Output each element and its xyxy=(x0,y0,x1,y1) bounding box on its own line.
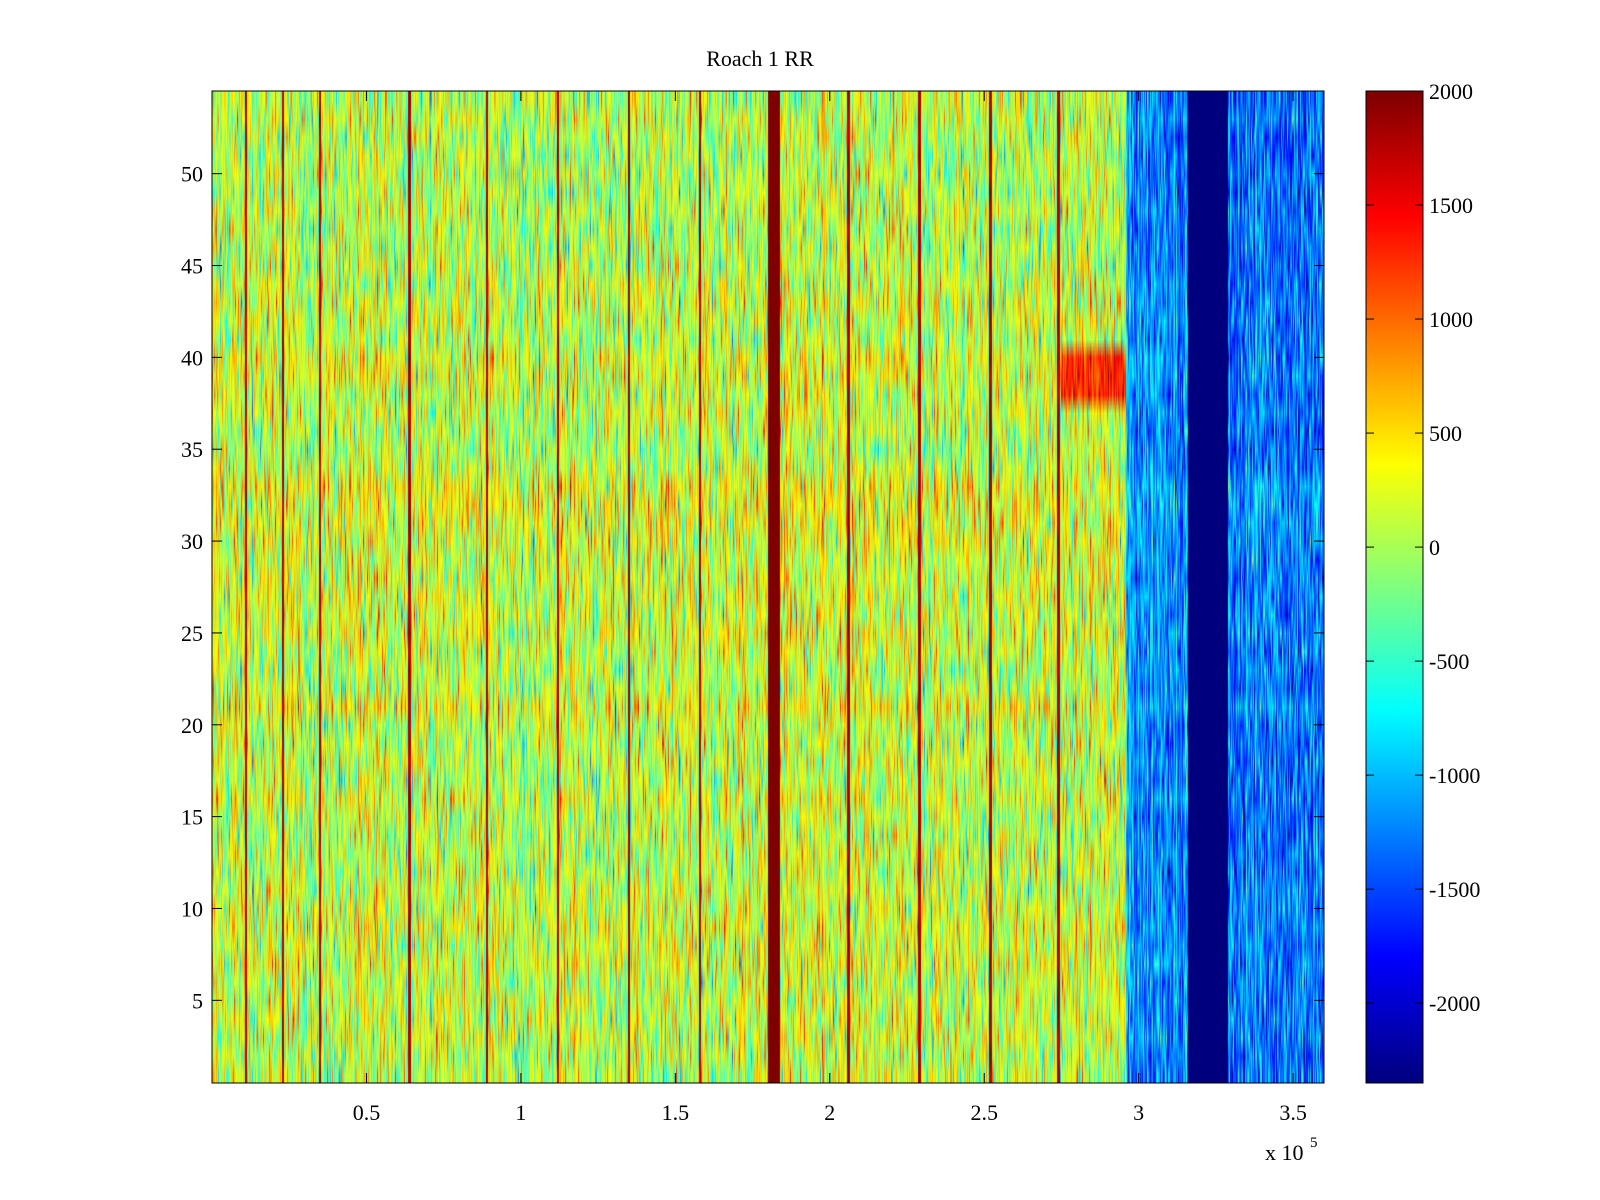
chart-title: Roach 1 RR xyxy=(706,46,814,71)
x-axis: 0.5 1 1.5 2 2.5 3 3.5 xyxy=(353,91,1307,1125)
y-tick-label: 10 xyxy=(181,896,203,921)
colorbar-tick-label: -1000 xyxy=(1429,763,1480,788)
colorbar-tick-label: -2000 xyxy=(1429,991,1480,1016)
colorbar-tick-label: -1500 xyxy=(1429,877,1480,902)
colorbar-tick-label: 2000 xyxy=(1429,79,1473,104)
x-tick-label: 3 xyxy=(1133,1100,1144,1125)
y-tick-label: 20 xyxy=(181,713,203,738)
x-tick-label: 0.5 xyxy=(353,1100,381,1125)
y-tick-label: 25 xyxy=(181,621,203,646)
colorbar-tick-label: 0 xyxy=(1429,535,1440,560)
colorbar-image xyxy=(1366,91,1423,1083)
heatmap-image xyxy=(212,91,1324,1083)
x-multiplier-exponent: 5 xyxy=(1310,1135,1318,1151)
y-tick-label: 45 xyxy=(181,254,203,279)
y-tick-label: 40 xyxy=(181,345,203,370)
colorbar-tick-label: -500 xyxy=(1429,649,1469,674)
colorbar-frame xyxy=(1365,90,1424,1084)
x-tick-label: 2 xyxy=(824,1100,835,1125)
y-tick-label: 35 xyxy=(181,437,203,462)
y-tick-label: 50 xyxy=(181,162,203,187)
x-tick-label: 1 xyxy=(515,1100,526,1125)
x-multiplier-base: x 10 xyxy=(1265,1140,1304,1165)
colorbar-tick-label: 1500 xyxy=(1429,193,1473,218)
y-tick-label: 30 xyxy=(181,529,203,554)
colorbar: 2000 1500 1000 500 0 -500 -1000 -1500 -2000 xyxy=(1365,79,1480,1084)
y-axis: 5 10 15 20 25 30 35 40 45 50 xyxy=(181,162,1324,1013)
y-tick-label: 15 xyxy=(181,805,203,830)
x-tick-label: 1.5 xyxy=(662,1100,690,1125)
x-tick-label: 2.5 xyxy=(970,1100,998,1125)
y-tick-label: 5 xyxy=(192,988,203,1013)
colorbar-axis: 2000 1500 1000 500 0 -500 -1000 -1500 -2000 xyxy=(1366,79,1480,1016)
x-tick-label: 3.5 xyxy=(1279,1100,1307,1125)
colorbar-tick-label: 1000 xyxy=(1429,307,1473,332)
colorbar-tick-label: 500 xyxy=(1429,421,1462,446)
plot-area-frame xyxy=(211,90,1325,1084)
x-axis-multiplier: x 10 5 xyxy=(1265,1135,1318,1165)
